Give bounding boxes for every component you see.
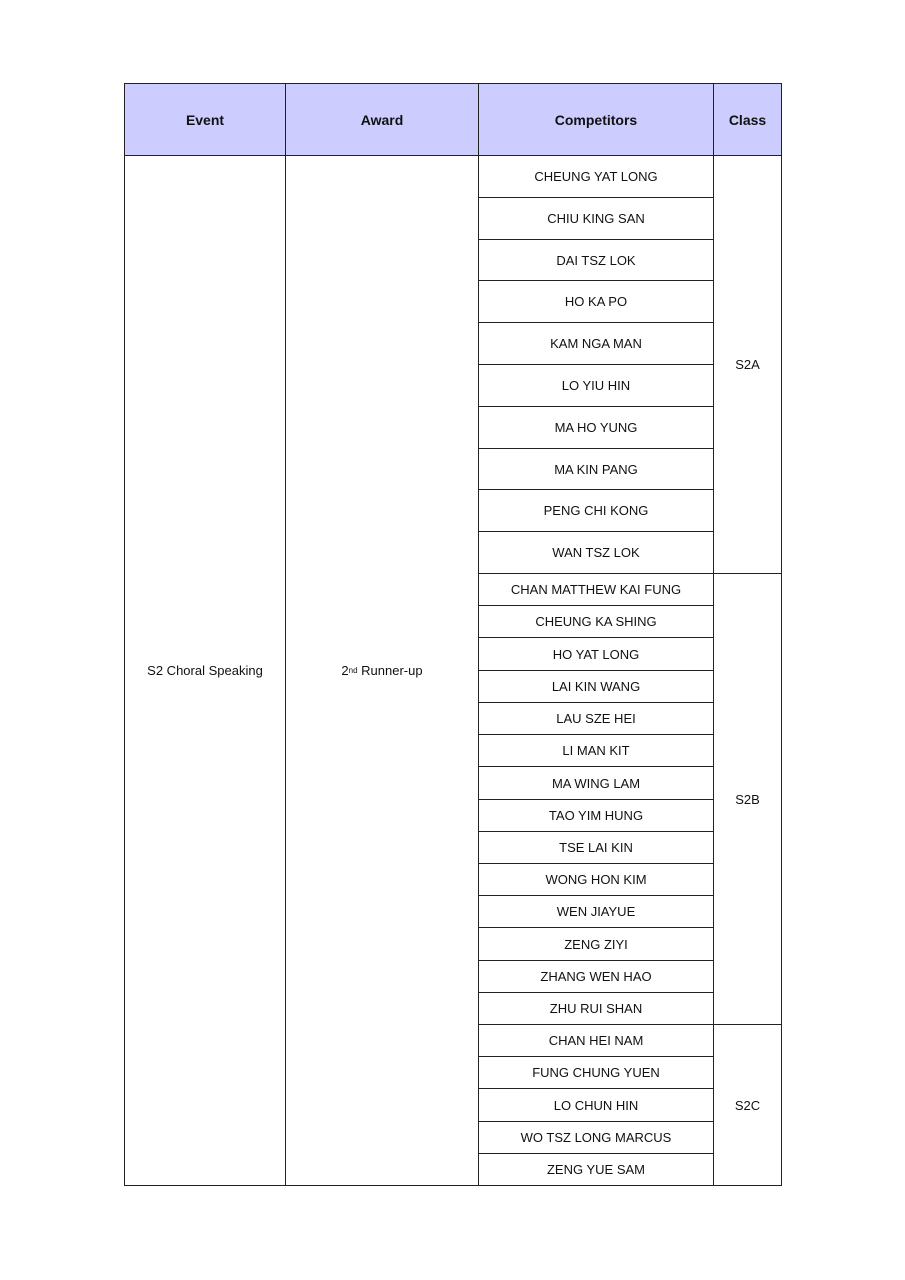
competitor-row: MA HO YUNG [478,406,714,449]
competitor-row: HO KA PO [478,280,714,323]
class-cell: S2B [713,573,782,1025]
competitor-row: CHIU KING SAN [478,197,714,240]
competitor-row: ZHANG WEN HAO [478,960,714,993]
competitor-row: CHEUNG YAT LONG [478,155,714,198]
competitor-row: ZENG ZIYI [478,927,714,961]
class-cell: S2A [713,155,782,574]
competitor-row: WO TSZ LONG MARCUS [478,1121,714,1154]
competitor-row: MA KIN PANG [478,448,714,490]
competitor-row: TSE LAI KIN [478,831,714,864]
competitor-row: WAN TSZ LOK [478,531,714,574]
competitor-row: LO YIU HIN [478,364,714,407]
competitor-row: CHEUNG KA SHING [478,605,714,638]
competitor-row: DAI TSZ LOK [478,239,714,281]
competitor-row: MA WING LAM [478,766,714,800]
competitor-row: TAO YIM HUNG [478,799,714,832]
award-ordinal: 2 [341,663,349,678]
competitor-row: WONG HON KIM [478,863,714,896]
header-award: Award [285,83,479,156]
class-cell: S2C [713,1024,782,1186]
competitor-row: FUNG CHUNG YUEN [478,1056,714,1089]
award-suffix: nd [348,666,358,675]
header-competitors: Competitors [478,83,714,156]
competitor-row: PENG CHI KONG [478,489,714,532]
event-cell: S2 Choral Speaking [124,155,286,1186]
competitor-row: KAM NGA MAN [478,322,714,365]
competitor-row: LAI KIN WANG [478,670,714,703]
header-class: Class [713,83,782,156]
competitor-row: HO YAT LONG [478,637,714,671]
competitor-row: CHAN MATTHEW KAI FUNG [478,573,714,606]
competitor-row: CHAN HEI NAM [478,1024,714,1057]
competitor-row: LO CHUN HIN [478,1088,714,1122]
competitor-row: WEN JIAYUE [478,895,714,928]
competitor-row: LI MAN KIT [478,734,714,767]
competitor-row: ZENG YUE SAM [478,1153,714,1186]
header-event: Event [124,83,286,156]
award-label: Runner-up [357,663,423,678]
competitor-row: LAU SZE HEI [478,702,714,735]
competitor-row: ZHU RUI SHAN [478,992,714,1025]
